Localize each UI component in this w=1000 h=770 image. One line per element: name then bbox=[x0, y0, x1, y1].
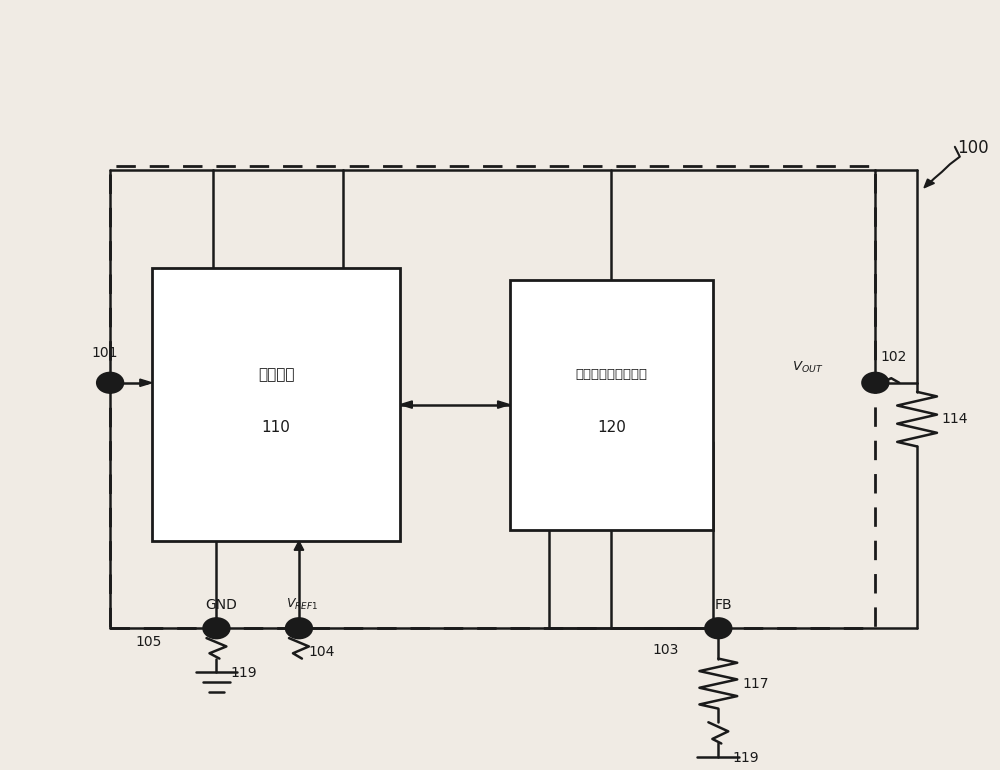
Polygon shape bbox=[498, 401, 510, 408]
Text: 114: 114 bbox=[941, 412, 967, 426]
Polygon shape bbox=[400, 401, 412, 408]
Circle shape bbox=[862, 373, 888, 393]
Text: 升压电路: 升压电路 bbox=[258, 367, 294, 382]
Text: FB: FB bbox=[714, 598, 732, 611]
Text: $V_{REF1}$: $V_{REF1}$ bbox=[286, 597, 318, 611]
Text: 110: 110 bbox=[262, 420, 291, 435]
Text: 117: 117 bbox=[742, 677, 769, 691]
Text: 101: 101 bbox=[92, 346, 118, 360]
Text: 119: 119 bbox=[732, 751, 759, 765]
Polygon shape bbox=[924, 179, 934, 188]
Circle shape bbox=[97, 373, 123, 393]
Polygon shape bbox=[140, 379, 152, 387]
Text: $V_{OUT}$: $V_{OUT}$ bbox=[792, 360, 824, 375]
Polygon shape bbox=[294, 541, 304, 551]
Text: GND: GND bbox=[205, 598, 237, 611]
Bar bbox=[110, 166, 875, 628]
Bar bbox=[152, 268, 400, 541]
Text: 100: 100 bbox=[957, 139, 988, 157]
Circle shape bbox=[204, 618, 229, 638]
Text: 105: 105 bbox=[135, 635, 162, 649]
Circle shape bbox=[286, 618, 312, 638]
Text: 有源负电流调制电路: 有源负电流调制电路 bbox=[575, 368, 647, 381]
Bar bbox=[510, 280, 713, 530]
Text: 102: 102 bbox=[880, 350, 907, 363]
Text: 120: 120 bbox=[597, 420, 626, 435]
Text: 103: 103 bbox=[652, 644, 679, 658]
Text: 104: 104 bbox=[309, 645, 335, 659]
Circle shape bbox=[705, 618, 731, 638]
Text: 119: 119 bbox=[230, 666, 257, 680]
